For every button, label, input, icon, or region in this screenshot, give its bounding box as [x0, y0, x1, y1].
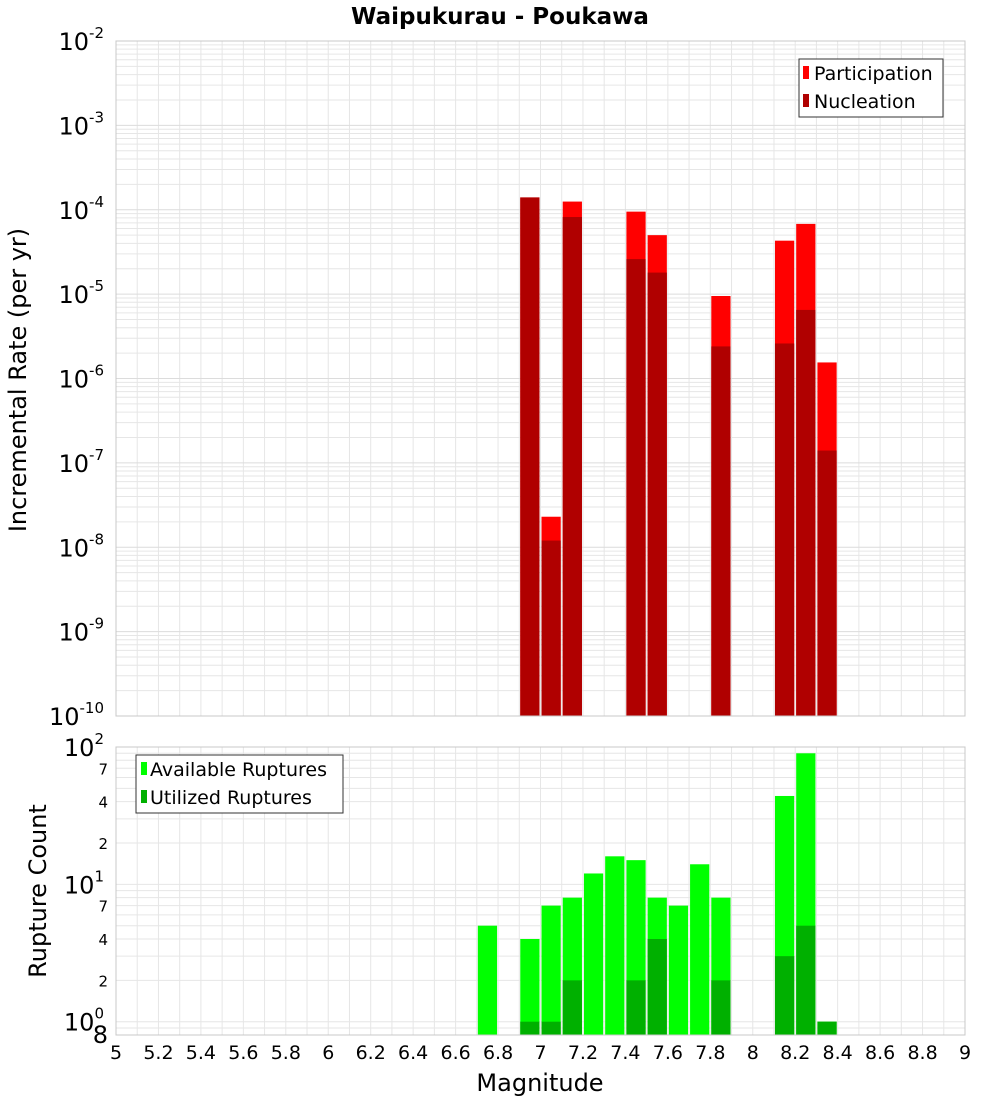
bar-available-ruptures — [477, 925, 498, 1035]
x-tick-label: 7.4 — [610, 1042, 640, 1064]
bar-available-ruptures — [520, 939, 540, 1035]
y-tick-label: 10-10 — [49, 699, 104, 731]
bar-utilized-ruptures — [796, 925, 816, 1035]
bar-utilized-ruptures — [647, 939, 667, 1035]
top-legend: Participation Nucleation — [798, 58, 944, 118]
legend-label-utilized-ruptures: Utilized Ruptures — [150, 787, 312, 809]
top-plot-bars — [520, 197, 837, 717]
y-minor-tick-label: 4 — [98, 794, 108, 812]
bottom-y-tick-labels: 100 101 102 8 2 4 7 2 4 7 — [64, 730, 108, 1049]
bar-utilized-ruptures — [711, 980, 731, 1035]
x-tick-label: 9 — [959, 1042, 971, 1064]
x-tick-label: 6.8 — [483, 1042, 513, 1064]
x-tick-label: 8.8 — [907, 1042, 937, 1064]
x-tick-label: 6.2 — [356, 1042, 386, 1064]
chart-title: Waipukurau - Poukawa — [351, 4, 649, 30]
top-legend-box — [798, 58, 944, 118]
bar-nucleation — [541, 540, 561, 716]
bottom-y-axis-label: Rupture Count — [24, 804, 52, 978]
bar-nucleation — [647, 272, 667, 716]
y-minor-tick-label: 7 — [98, 898, 108, 916]
y-tick-label: 10-6 — [58, 362, 104, 394]
bar-nucleation — [626, 259, 646, 716]
x-tick-label: 6.4 — [398, 1042, 428, 1064]
y-tick-label: 10-5 — [58, 277, 104, 309]
y-tick-label: 100 — [64, 1005, 104, 1037]
y-tick-label: 102 — [64, 730, 104, 762]
y-tick-label: 10-2 — [58, 24, 104, 56]
y-tick-label: 10-3 — [58, 108, 104, 140]
bar-available-ruptures — [668, 905, 689, 1035]
bar-available-ruptures — [541, 905, 561, 1035]
bottom-legend: Available Ruptures Utilized Ruptures — [135, 754, 344, 814]
bar-nucleation — [711, 346, 731, 716]
bottom-legend-box — [135, 754, 344, 814]
bar-utilized-ruptures — [562, 980, 582, 1035]
y-minor-tick-label: 4 — [98, 931, 108, 949]
top-y-axis-label: Incremental Rate (per yr) — [4, 228, 32, 532]
bar-available-ruptures — [583, 873, 604, 1035]
x-tick-label: 8 — [747, 1042, 759, 1064]
legend-label-participation: Participation — [814, 63, 933, 85]
bar-available-ruptures — [605, 856, 625, 1035]
y-minor-tick-label: 8 — [93, 1021, 108, 1049]
top-y-tick-labels: 10-10 10-9 10-8 10-7 10-6 10-5 10-4 10-3 10-2 — [49, 24, 104, 731]
x-tick-label: 8.6 — [865, 1042, 895, 1064]
bar-nucleation — [817, 450, 837, 716]
legend-label-nucleation: Nucleation — [814, 91, 916, 113]
legend-label-available-ruptures: Available Ruptures — [150, 759, 327, 781]
bar-utilized-ruptures — [774, 956, 795, 1035]
y-minor-tick-label: 2 — [98, 972, 108, 990]
bar-available-ruptures — [690, 864, 710, 1035]
top-plot-gridlines — [115, 41, 966, 717]
bar-nucleation — [796, 309, 816, 716]
legend-swatch-nucleation — [803, 94, 809, 107]
x-tick-label: 7.8 — [695, 1042, 725, 1064]
y-tick-label: 101 — [64, 867, 104, 899]
bar-utilized-ruptures — [626, 980, 646, 1035]
legend-swatch-utilized-ruptures — [141, 790, 147, 803]
legend-swatch-available-ruptures — [141, 762, 147, 775]
x-tick-label: 5.2 — [143, 1042, 173, 1064]
y-tick-label: 10-4 — [58, 193, 104, 225]
y-minor-tick-label: 2 — [98, 835, 108, 853]
x-tick-label: 7.2 — [568, 1042, 598, 1064]
x-tick-label: 7 — [534, 1042, 546, 1064]
bar-nucleation — [562, 217, 582, 716]
legend-swatch-participation — [803, 66, 809, 79]
x-tick-label: 5 — [110, 1042, 122, 1064]
bottom-plot-bars — [477, 753, 837, 1035]
x-tick-labels: 5 5.2 5.4 5.6 5.8 6 6.2 6.4 6.6 6.8 7 7.2 7.4 7.6 7.8 8… — [110, 1042, 971, 1064]
y-minor-tick-label: 7 — [98, 760, 108, 778]
top-plot-frame — [115, 40, 966, 717]
x-tick-label: 6 — [322, 1042, 334, 1064]
x-tick-label: 8.4 — [823, 1042, 853, 1064]
bar-nucleation — [520, 197, 540, 717]
bar-utilized-ruptures — [520, 1021, 540, 1035]
bar-utilized-ruptures — [817, 1021, 837, 1035]
x-tick-label: 7.6 — [653, 1042, 683, 1064]
bar-utilized-ruptures — [541, 1021, 561, 1035]
x-axis-label: Magnitude — [476, 1069, 603, 1097]
y-tick-label: 10-7 — [58, 446, 104, 478]
y-tick-label: 10-9 — [58, 615, 104, 647]
x-tick-label: 8.2 — [780, 1042, 810, 1064]
bottom-plot-frame — [115, 746, 966, 1036]
x-tick-label: 5.4 — [186, 1042, 216, 1064]
x-tick-label: 5.6 — [228, 1042, 258, 1064]
x-tick-label: 5.8 — [271, 1042, 301, 1064]
x-tick-label: 6.6 — [440, 1042, 470, 1064]
bar-nucleation — [774, 343, 795, 716]
y-tick-label: 10-8 — [58, 530, 104, 562]
